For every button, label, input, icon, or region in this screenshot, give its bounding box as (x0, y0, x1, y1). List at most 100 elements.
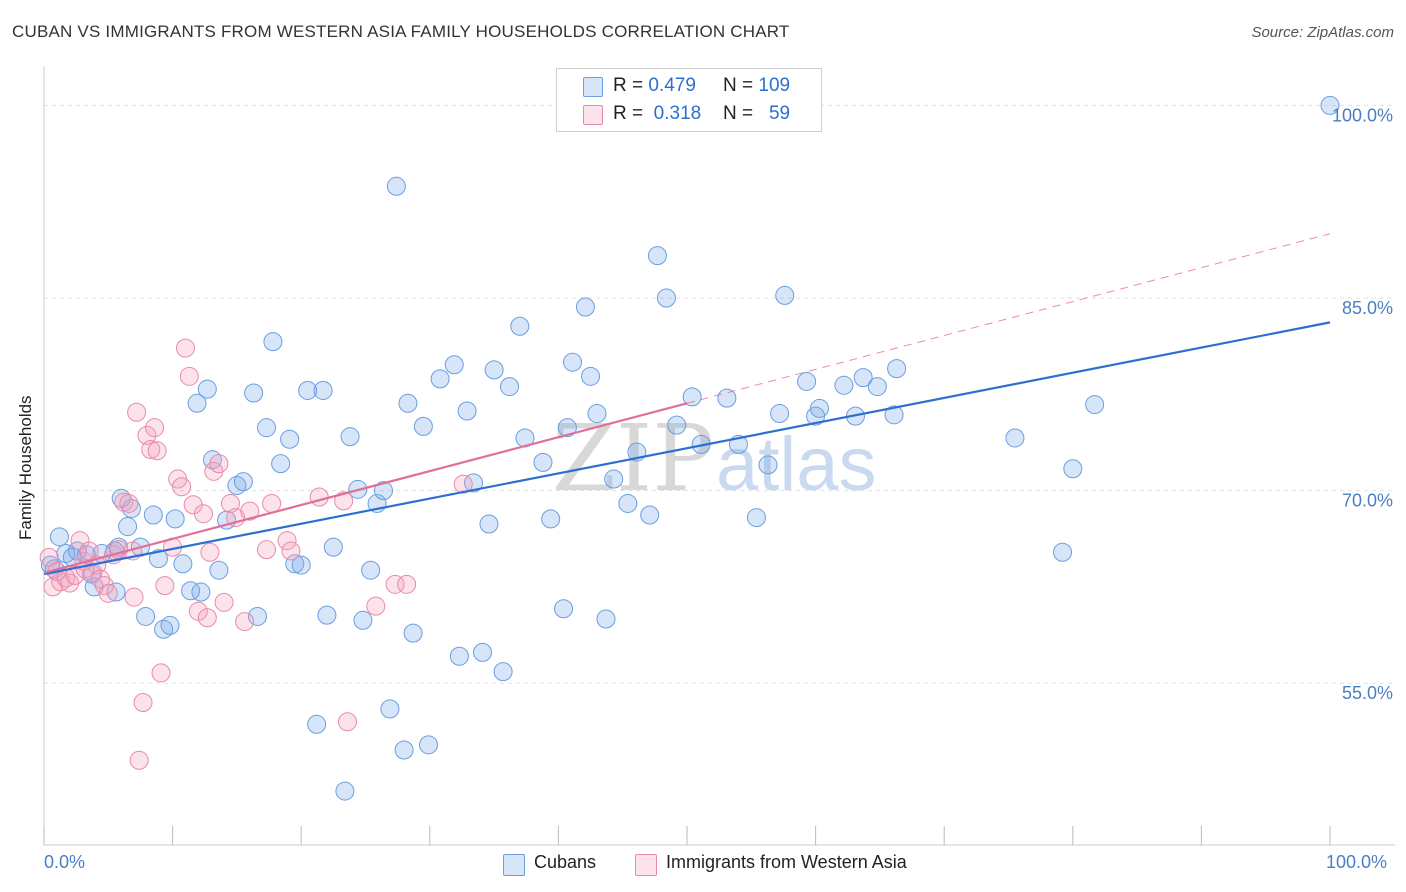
point-western-asia (366, 596, 386, 616)
legend-n-label: N = (723, 75, 754, 96)
point-cubans (887, 359, 907, 379)
trend-lines (43, 233, 1331, 576)
point-cubans (353, 610, 373, 630)
trend-line-cubans (43, 321, 1331, 576)
point-cubans (263, 332, 283, 352)
correlation-legend: R = 0.479 N = 109 R = 0.318 N = 59 (556, 68, 822, 132)
point-cubans (160, 615, 180, 635)
point-cubans (280, 429, 300, 449)
point-cubans (173, 554, 193, 574)
point-cubans (380, 699, 400, 719)
point-western-asia (98, 583, 118, 603)
point-cubans (473, 642, 493, 662)
point-cubans (244, 383, 264, 403)
point-cubans (541, 509, 561, 529)
point-cubans (187, 393, 207, 413)
point-cubans (197, 379, 217, 399)
point-cubans (493, 662, 513, 682)
point-cubans (181, 581, 201, 601)
point-cubans (374, 481, 394, 501)
point-cubans (1063, 459, 1083, 479)
point-cubans (307, 714, 327, 734)
point-western-asia (137, 425, 157, 445)
point-cubans (557, 418, 577, 438)
point-cubans (209, 560, 229, 580)
legend-r-label: R = (613, 103, 644, 124)
point-western-asia (145, 418, 165, 438)
point-western-asia (240, 501, 260, 521)
point-cubans (413, 416, 433, 436)
point-western-asia (119, 493, 139, 513)
point-cubans (340, 427, 360, 447)
point-cubans (419, 735, 439, 755)
point-cubans (581, 366, 601, 386)
point-western-asia (133, 692, 153, 712)
point-cubans (575, 297, 595, 317)
point-cubans (1005, 428, 1025, 448)
point-cubans (291, 555, 311, 575)
point-cubans (500, 377, 520, 397)
bottom-legend-swatch-western-asia (635, 854, 657, 876)
legend-swatch-western-asia (583, 105, 603, 125)
y-tick-label: 55.0% (1342, 683, 1393, 703)
legend-row-cubans: R = 0.479 (613, 75, 696, 99)
watermark: ZIP atlas (552, 405, 877, 512)
legend-r-value: 0.479 (648, 75, 696, 96)
point-western-asia (124, 587, 144, 607)
y-tick-label: 100.0% (1332, 105, 1393, 125)
point-cubans (1320, 95, 1340, 115)
chart-title: CUBAN VS IMMIGRANTS FROM WESTERN ASIA FA… (12, 22, 790, 41)
x-tick-min: 0.0% (44, 852, 86, 872)
point-western-asia (235, 612, 255, 632)
point-cubans (335, 781, 355, 801)
legend-n-value: 59 (768, 103, 791, 124)
point-cubans (464, 473, 484, 493)
point-cubans (386, 176, 406, 196)
point-western-asia (193, 504, 213, 524)
point-cubans (604, 469, 624, 489)
point-western-asia (214, 592, 234, 612)
point-cubans (1085, 395, 1105, 415)
point-cubans (484, 360, 504, 380)
legend-n-cubans: N = 109 (723, 75, 790, 99)
bottom-legend-swatch-cubans (503, 854, 525, 876)
point-cubans (554, 599, 574, 619)
point-cubans (118, 517, 138, 537)
point-western-asia (453, 474, 473, 494)
point-cubans (510, 316, 530, 336)
point-cubans (533, 452, 553, 472)
point-cubans (770, 404, 790, 424)
point-cubans (667, 415, 687, 435)
point-cubans (165, 509, 185, 529)
point-cubans (323, 537, 343, 557)
point-cubans (444, 355, 464, 375)
point-cubans (647, 246, 667, 266)
point-cubans (398, 393, 418, 413)
point-cubans (121, 499, 141, 519)
trend-line-western-asia (43, 402, 688, 574)
point-cubans (285, 554, 305, 574)
point-western-asia (209, 454, 229, 474)
point-cubans (361, 560, 381, 580)
point-cubans (394, 740, 414, 760)
point-western-asia (397, 574, 417, 594)
point-cubans (49, 527, 69, 547)
y-tick-labels: 55.0% 70.0% 85.0% 100.0% (1332, 105, 1393, 703)
point-cubans (640, 505, 660, 525)
point-cubans (746, 508, 766, 528)
point-cubans (84, 577, 104, 597)
point-cubans (298, 380, 318, 400)
point-cubans (247, 606, 267, 626)
point-cubans (430, 369, 450, 389)
point-western-asia (220, 493, 240, 513)
point-cubans (313, 380, 333, 400)
legend-swatch-cubans (583, 77, 603, 97)
point-cubans (256, 418, 276, 438)
point-cubans (853, 368, 873, 388)
legend-n-western-asia: N = 59 (723, 103, 790, 127)
bottom-legend-western-asia: Immigrants from Western Asia (666, 852, 907, 872)
point-western-asia (309, 487, 329, 507)
y-tick-label: 85.0% (1342, 298, 1393, 318)
point-cubans (809, 398, 829, 418)
point-western-asia (256, 540, 276, 560)
